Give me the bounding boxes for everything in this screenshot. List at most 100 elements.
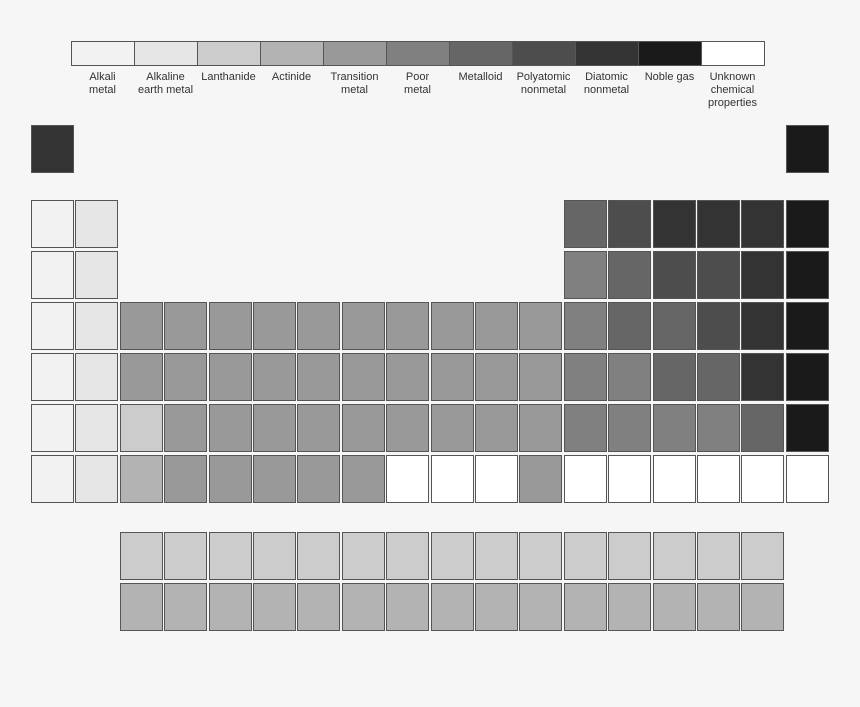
- element-cell-lanthanide: [297, 532, 341, 580]
- element-cell-actinide: [475, 583, 518, 631]
- element-cell-polyatomic: [652, 251, 696, 299]
- element-cell-transition: [164, 455, 208, 503]
- element-cell-alkaline: [75, 302, 119, 350]
- element-cell-transition: [297, 455, 341, 503]
- element-cell-transition: [386, 353, 430, 401]
- element-cell-transition: [208, 353, 252, 401]
- legend-label-diatomic: Diatomic nonmetal: [583, 71, 630, 96]
- element-cell-lanthanide: [697, 532, 740, 580]
- legend-label-lanthanide: Lanthanide: [201, 71, 256, 83]
- element-cell-lanthanide: [119, 404, 163, 452]
- element-cell-actinide: [386, 583, 430, 631]
- element-cell-diatomic: [741, 302, 785, 350]
- element-cell-lanthanide: [341, 532, 385, 580]
- element-cell-lanthanide: [652, 532, 696, 580]
- element-cell-alkaline: [75, 200, 119, 248]
- element-cell-metalloid: [608, 251, 652, 299]
- element-cell-metalloid: [741, 404, 785, 452]
- element-cell-transition: [119, 302, 163, 350]
- element-cell-lanthanide: [519, 532, 563, 580]
- legend-swatch-actinide: [261, 42, 324, 65]
- element-cell-actinide: [119, 455, 163, 503]
- element-cell-lanthanide: [119, 532, 163, 580]
- element-cell-noble: [785, 200, 829, 248]
- element-cell-poor: [697, 404, 740, 452]
- element-cell-transition: [208, 404, 252, 452]
- legend-swatch-poor: [387, 42, 450, 65]
- element-cell-actinide: [341, 583, 385, 631]
- element-cell-metalloid: [563, 200, 607, 248]
- legend-swatch-diatomic: [576, 42, 639, 65]
- element-cell-alkali: [31, 200, 74, 248]
- legend-swatch-unknown: [702, 42, 764, 65]
- element-cell-transition: [164, 353, 208, 401]
- element-cell-actinide: [164, 583, 208, 631]
- element-cell-actinide: [652, 583, 696, 631]
- element-cell-alkali: [31, 404, 74, 452]
- element-cell-unknown: [430, 455, 474, 503]
- element-cell-transition: [341, 404, 385, 452]
- element-cell-lanthanide: [563, 532, 607, 580]
- element-cell-transition: [519, 404, 563, 452]
- element-cell-alkali: [31, 455, 74, 503]
- element-cell-diatomic: [652, 200, 696, 248]
- legend-swatch-noble: [639, 42, 702, 65]
- element-cell-poor: [563, 353, 607, 401]
- element-cell-metalloid: [608, 302, 652, 350]
- element-cell-transition: [341, 353, 385, 401]
- element-cell-transition: [386, 302, 430, 350]
- element-cell-diatomic: [741, 200, 785, 248]
- legend-label-alkaline: Alkaline earth metal: [137, 71, 194, 96]
- element-cell-alkali: [31, 251, 74, 299]
- element-cell-poor: [608, 404, 652, 452]
- element-cell-unknown: [563, 455, 607, 503]
- element-cell-transition: [519, 353, 563, 401]
- element-cell-alkaline: [75, 404, 119, 452]
- element-cell-transition: [341, 455, 385, 503]
- legend-color-bar: [71, 41, 765, 66]
- element-cell-actinide: [208, 583, 252, 631]
- element-cell-poor: [563, 302, 607, 350]
- legend-label-unknown: Unknown chemical properties: [708, 71, 757, 109]
- element-cell-transition: [475, 404, 518, 452]
- element-cell-diatomic: [697, 200, 740, 248]
- element-cell-actinide: [297, 583, 341, 631]
- element-cell-unknown: [741, 455, 785, 503]
- element-cell-metalloid: [652, 353, 696, 401]
- element-cell-lanthanide: [741, 532, 785, 580]
- element-cell-transition: [164, 302, 208, 350]
- element-cell-noble: [785, 302, 829, 350]
- element-cell-poor: [563, 404, 607, 452]
- element-cell-actinide: [697, 583, 740, 631]
- element-cell-actinide: [430, 583, 474, 631]
- legend-swatch-transition: [324, 42, 387, 65]
- legend-label-noble: Noble gas: [644, 71, 695, 83]
- element-cell-poor: [608, 353, 652, 401]
- legend-swatch-lanthanide: [198, 42, 261, 65]
- element-cell-actinide: [119, 583, 163, 631]
- element-cell-polyatomic: [697, 251, 740, 299]
- element-cell-transition: [253, 404, 296, 452]
- legend-label-metalloid: Metalloid: [458, 71, 503, 83]
- element-cell-noble: [785, 353, 829, 401]
- element-cell-noble: [785, 404, 829, 452]
- element-cell-transition: [253, 302, 296, 350]
- element-cell-alkaline: [75, 251, 119, 299]
- element-cell-lanthanide: [208, 532, 252, 580]
- element-cell-transition: [430, 353, 474, 401]
- element-cell-metalloid: [697, 353, 740, 401]
- element-cell-transition: [208, 455, 252, 503]
- element-cell-transition: [475, 302, 518, 350]
- legend-swatch-alkaline: [135, 42, 198, 65]
- element-cell-actinide: [563, 583, 607, 631]
- legend-swatch-alkali: [72, 42, 135, 65]
- element-cell-actinide: [608, 583, 652, 631]
- element-cell-lanthanide: [475, 532, 518, 580]
- element-cell-transition: [519, 455, 563, 503]
- element-cell-diatomic: [741, 251, 785, 299]
- element-cell-transition: [164, 404, 208, 452]
- element-cell-transition: [386, 404, 430, 452]
- element-cell-diatomic: [31, 125, 74, 173]
- element-cell-polyatomic: [608, 200, 652, 248]
- legend-label-polyatomic: Polyatomic nonmetal: [516, 71, 571, 96]
